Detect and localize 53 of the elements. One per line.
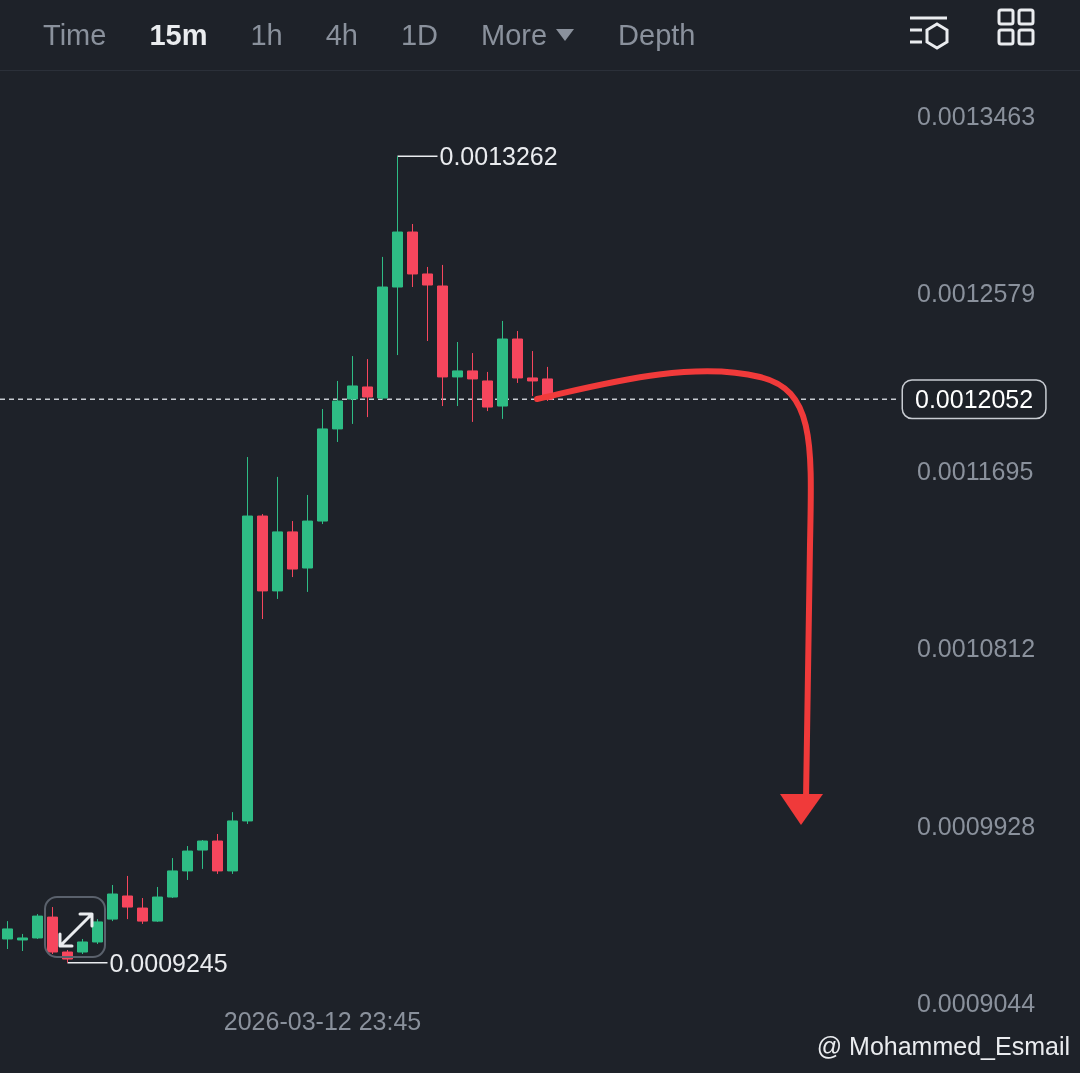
candlestick	[92, 918, 103, 945]
y-tick-label: 0.0012579	[917, 279, 1036, 308]
text: 4h	[325, 18, 358, 52]
candlestick	[137, 897, 148, 925]
candlestick	[257, 513, 268, 620]
y-tick-label: 0.0010812	[917, 634, 1036, 663]
candlestick	[2, 920, 13, 950]
ref-line-label: 0.0012052	[915, 385, 1034, 414]
y-tick-label: 0.0009928	[917, 811, 1036, 840]
candlestick	[452, 341, 463, 407]
candlestick	[407, 223, 418, 288]
annotation: 0.0009245	[109, 948, 228, 977]
text: More	[481, 18, 548, 52]
candlestick	[107, 884, 118, 922]
candlestick	[17, 933, 28, 952]
candlestick	[287, 520, 298, 578]
candlestick	[32, 913, 43, 940]
candlestick	[332, 380, 343, 443]
candlestick	[197, 839, 208, 870]
candlestick	[527, 350, 538, 397]
candlestick	[422, 266, 433, 342]
y-tick-label: 0.0013463	[917, 102, 1036, 130]
candlestick	[182, 845, 193, 881]
candlestick	[512, 330, 523, 384]
x-tick-label: 2026-03-12 23:45	[223, 1006, 422, 1035]
candlestick	[437, 264, 448, 407]
candlestick	[392, 155, 403, 356]
candlestick	[242, 456, 253, 825]
candlestick	[347, 355, 358, 425]
text: 15m	[149, 18, 208, 52]
candlestick	[227, 811, 238, 875]
candlestick	[467, 352, 478, 423]
candlestick	[377, 256, 388, 401]
candlestick	[212, 833, 223, 875]
candlestick	[362, 358, 373, 418]
text: @ Mohammed_Esmail	[816, 1032, 1070, 1061]
candlestick	[77, 938, 88, 955]
candlestick	[497, 320, 508, 420]
candlestick	[302, 494, 313, 593]
text: 1h	[250, 18, 283, 52]
candlestick	[317, 408, 328, 525]
y-tick-label: 0.0009044	[917, 989, 1036, 1017]
text: Depth	[618, 18, 696, 52]
candlestick	[167, 857, 178, 899]
text: 1D	[400, 18, 439, 52]
candlestick	[482, 371, 493, 412]
candlestick	[272, 476, 283, 600]
candlestick	[47, 906, 58, 955]
candlestick	[152, 886, 163, 923]
text: Time	[43, 18, 107, 52]
annotation: 0.0013262	[439, 142, 558, 171]
candlestick	[122, 875, 133, 920]
y-tick-label: 0.0011695	[917, 456, 1034, 485]
